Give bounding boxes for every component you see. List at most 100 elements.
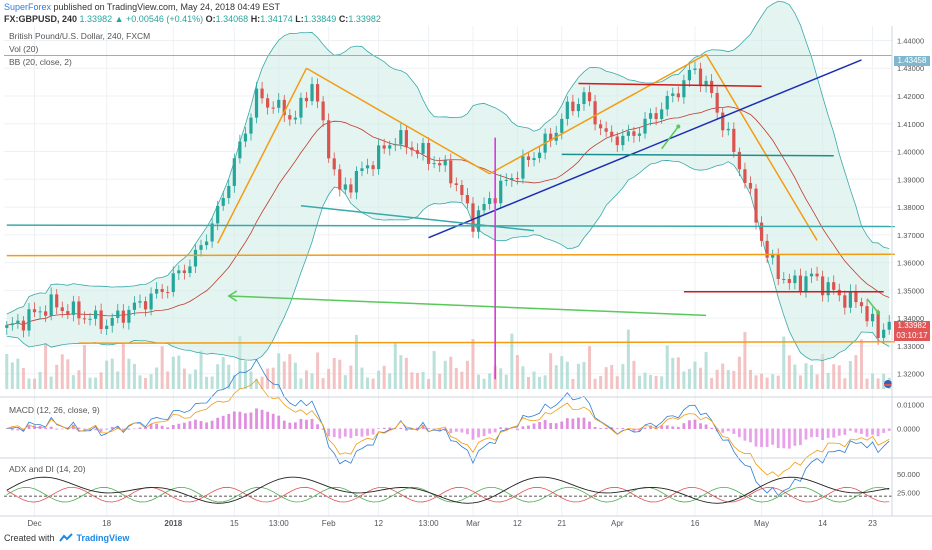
candles[interactable] bbox=[5, 61, 891, 345]
high-label: H: bbox=[250, 14, 261, 24]
macd-pane[interactable] bbox=[5, 358, 891, 497]
bollinger-lower bbox=[6, 160, 890, 361]
candle-body bbox=[310, 84, 314, 102]
macd-histogram-bar bbox=[843, 428, 847, 435]
symbol: FX:GBPUSD, 240 bbox=[4, 14, 78, 24]
macd-histogram-bar bbox=[382, 427, 386, 429]
macd-histogram-bar bbox=[216, 417, 220, 429]
macd-histogram-bar bbox=[865, 428, 869, 437]
volume-bar bbox=[155, 367, 159, 389]
candle-body bbox=[277, 99, 281, 108]
macd-histogram-bar bbox=[299, 418, 303, 429]
macd-histogram-bar bbox=[837, 428, 841, 436]
volume-bar bbox=[105, 360, 109, 389]
macd-histogram-bar bbox=[643, 427, 647, 429]
volume-bar bbox=[604, 367, 608, 389]
volume-bar bbox=[876, 378, 880, 389]
arrow-head-icon bbox=[876, 310, 881, 315]
volume-bar bbox=[454, 367, 458, 389]
macd-histogram-bar bbox=[360, 428, 364, 437]
candle-body bbox=[44, 311, 48, 316]
candle-body bbox=[499, 180, 503, 204]
candle-body bbox=[615, 136, 619, 146]
macd-histogram-bar bbox=[854, 428, 858, 433]
macd-histogram-bar bbox=[676, 426, 680, 429]
macd-histogram-bar bbox=[543, 419, 547, 429]
candle-body bbox=[698, 68, 703, 86]
macd-histogram-bar bbox=[316, 424, 319, 429]
time-tick-label: Mar bbox=[466, 519, 480, 528]
macd-histogram-bar bbox=[782, 428, 786, 449]
volume-bar bbox=[110, 358, 114, 389]
volume-bar bbox=[649, 374, 653, 389]
volume-bar bbox=[49, 376, 53, 389]
price-tick-label: 1.32000 bbox=[897, 370, 924, 379]
volume-bar bbox=[216, 364, 220, 389]
candle-body bbox=[571, 101, 575, 112]
volume-bar bbox=[293, 362, 297, 389]
time-tick-label: 13:00 bbox=[419, 519, 440, 528]
candle-body bbox=[626, 131, 630, 136]
macd-histogram-bar bbox=[194, 419, 197, 429]
volume-bar bbox=[832, 364, 836, 389]
candle-body bbox=[271, 107, 275, 109]
volume-bar bbox=[710, 378, 714, 389]
candle-body bbox=[77, 301, 81, 319]
time-tick-label: Feb bbox=[322, 519, 336, 528]
candle-body bbox=[826, 282, 830, 296]
volume-bars bbox=[5, 329, 891, 389]
candle-body bbox=[837, 289, 841, 296]
volume-bar bbox=[871, 373, 875, 389]
price-tick-label: 1.40000 bbox=[897, 148, 924, 157]
macd-histogram-bar bbox=[460, 428, 464, 433]
macd-histogram-bar bbox=[665, 425, 669, 429]
macd-histogram-bar bbox=[133, 428, 136, 430]
macd-histogram-bar bbox=[71, 424, 75, 429]
candle-body bbox=[482, 203, 486, 211]
bollinger-basis bbox=[6, 106, 890, 326]
candle-body bbox=[671, 93, 675, 96]
candle-body bbox=[637, 133, 642, 136]
candle-body bbox=[726, 128, 730, 131]
candle-body bbox=[171, 273, 175, 293]
volume-bar bbox=[543, 375, 547, 389]
countdown-tag: 03:10:17 bbox=[894, 331, 930, 341]
volume-bar bbox=[171, 356, 175, 389]
volume-bar bbox=[255, 378, 259, 389]
macd-histogram-bar bbox=[532, 423, 536, 429]
candle-body bbox=[121, 310, 125, 323]
publisher-name[interactable]: SuperForex bbox=[4, 2, 52, 12]
macd-histogram-bar bbox=[55, 428, 59, 430]
volume-bar bbox=[55, 364, 59, 389]
trend-drawings[interactable] bbox=[4, 53, 895, 388]
macd-histogram-bar bbox=[94, 428, 97, 431]
macd-histogram-bar bbox=[277, 415, 281, 429]
arrow-head-icon bbox=[676, 124, 681, 129]
macd-tick-label: 0.01000 bbox=[897, 401, 924, 410]
macd-histogram-bar bbox=[582, 417, 586, 429]
macd-histogram-bar bbox=[16, 428, 20, 431]
candle-body bbox=[432, 163, 436, 165]
volume-bar bbox=[199, 350, 203, 389]
volume-bar bbox=[393, 342, 397, 389]
volume-bar bbox=[538, 376, 542, 389]
candle-body bbox=[787, 278, 791, 284]
adx-pane[interactable] bbox=[4, 476, 892, 504]
macd-histogram-bar bbox=[188, 421, 192, 429]
highlight-price-tag: 1.43458 bbox=[894, 56, 930, 66]
volume-bar bbox=[410, 372, 414, 389]
tradingview-brand[interactable]: TradingView bbox=[76, 533, 130, 543]
candle-body bbox=[304, 97, 309, 102]
macd-histogram-bar bbox=[49, 426, 53, 429]
macd-histogram-bar bbox=[860, 428, 863, 434]
price-tick-label: 1.36000 bbox=[897, 259, 924, 268]
candle-body bbox=[687, 69, 692, 81]
volume-bar bbox=[626, 329, 630, 389]
macd-histogram-bar bbox=[27, 425, 31, 429]
macd-histogram-bar bbox=[599, 428, 603, 429]
macd-histogram-bar bbox=[493, 428, 497, 433]
macd-histogram-bar bbox=[327, 428, 331, 437]
change-arrow-icon: ▲ bbox=[114, 14, 124, 24]
time-tick-label: 21 bbox=[557, 519, 566, 528]
